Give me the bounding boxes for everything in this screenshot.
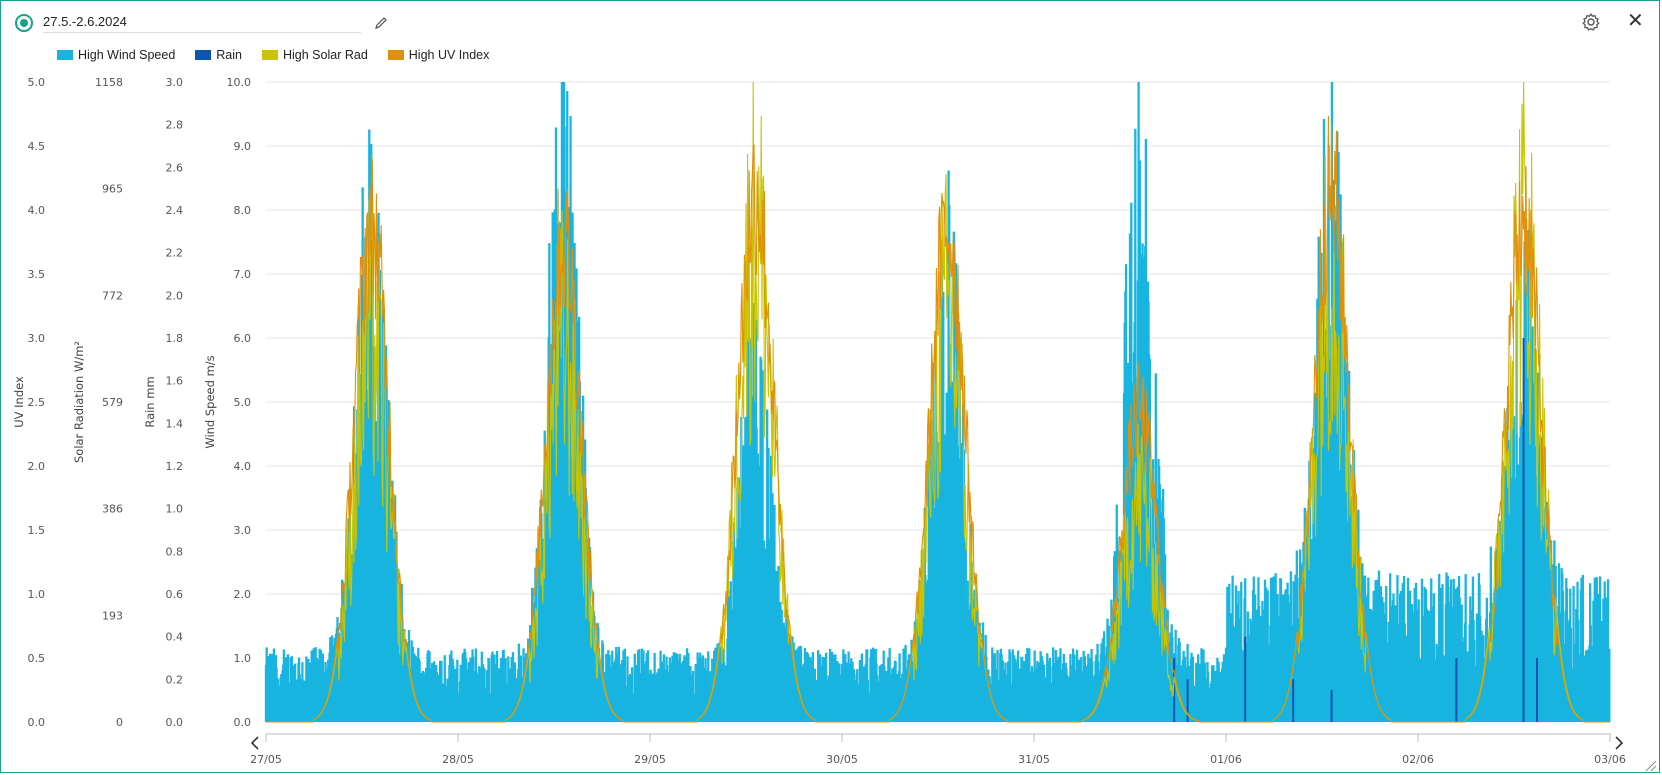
y-tick-label: 1.0	[234, 652, 252, 665]
y-axis-title: Wind Speed m/s	[203, 355, 217, 448]
y-tick-label: 3.5	[28, 268, 46, 281]
y-tick-label: 7.0	[234, 268, 252, 281]
legend-label-wind: High Wind Speed	[78, 48, 176, 62]
legend-swatch-uv	[387, 50, 404, 60]
y-tick-label: 2.2	[166, 247, 184, 260]
x-tick-label: 03/06	[1594, 753, 1626, 766]
y-tick-label: 2.8	[166, 119, 184, 132]
y-tick-label: 1.0	[28, 588, 46, 601]
legend-label-solar: High Solar Rad	[283, 48, 368, 62]
y-axes: 0.0 0.5 1.0 1.5 2.0 2.5 3.0 3.5 4.0 4.5 5.0 UV Inde…	[12, 76, 251, 729]
scroll-right-button[interactable]	[1615, 736, 1624, 750]
y-tick-label: 3.0	[234, 524, 252, 537]
y-tick-label: 6.0	[234, 332, 252, 345]
legend-swatch-solar	[262, 50, 278, 60]
legend-label-uv: High UV Index	[408, 48, 490, 62]
y-tick-label: 1.5	[28, 524, 46, 537]
legend-item-uv[interactable]: High UV Index	[387, 48, 490, 62]
y-tick-label: 2.0	[28, 460, 46, 473]
y-tick-label: 5.0	[234, 396, 252, 409]
y-tick-label: 2.6	[166, 161, 184, 174]
y-tick-label: 579	[102, 396, 123, 409]
legend-item-wind[interactable]: High Wind Speed	[57, 48, 175, 62]
y-tick-label: 386	[102, 503, 123, 516]
x-axis: 27/05 28/05 29/05 30/05 31/05 01/06 02/06 03/06	[250, 733, 1626, 766]
y-tick-label: 965	[102, 183, 123, 196]
y-tick-label: 4.0	[28, 204, 46, 217]
y-tick-label: 0.0	[166, 716, 184, 729]
header-bar: 27.5.-2.6.2024	[15, 9, 361, 37]
x-tick-label: 29/05	[634, 753, 666, 766]
y-tick-label: 2.5	[28, 396, 46, 409]
y-tick-label: 0.2	[166, 673, 184, 686]
y-axis-title: UV Index	[12, 376, 26, 428]
chart-legend: High Wind Speed Rain High Solar Rad High…	[57, 48, 509, 62]
x-tick-label: 01/06	[1210, 753, 1242, 766]
y-tick-label: 4.0	[234, 460, 252, 473]
y-tick-label: 1.8	[166, 332, 184, 345]
y-tick-label: 0.0	[28, 716, 46, 729]
uv-index-line	[266, 115, 1610, 723]
y-tick-label: 1.0	[166, 503, 184, 516]
date-range-title[interactable]: 27.5.-2.6.2024	[43, 14, 361, 33]
y-tick-label: 8.0	[234, 204, 252, 217]
x-tick-label: 31/05	[1018, 753, 1050, 766]
y-tick-label: 5.0	[28, 76, 46, 89]
x-tick-label: 30/05	[826, 753, 858, 766]
y-tick-label: 2.4	[166, 204, 184, 217]
y-tick-label: 1.2	[166, 460, 184, 473]
y-tick-label: 3.0	[28, 332, 46, 345]
legend-swatch-rain	[195, 50, 212, 60]
y-tick-label: 2.0	[166, 289, 184, 302]
x-tick-label: 02/06	[1402, 753, 1434, 766]
y-tick-label: 4.5	[28, 140, 46, 153]
y-axis-title: Solar Radiation W/m²	[72, 341, 86, 463]
y-tick-label: 0.0	[234, 716, 252, 729]
y-tick-label: 1.4	[166, 417, 184, 430]
y-tick-label: 1.6	[166, 375, 184, 388]
resize-handle-icon[interactable]	[1645, 760, 1657, 772]
rain-series	[1173, 338, 1539, 722]
x-tick-label: 27/05	[250, 753, 282, 766]
y-tick-label: 1158	[95, 76, 123, 89]
radio-selected-icon[interactable]	[15, 14, 33, 32]
pencil-icon[interactable]	[373, 15, 389, 31]
legend-item-solar[interactable]: High Solar Rad	[262, 48, 368, 62]
close-icon[interactable]: ✕	[1627, 10, 1644, 32]
legend-label-rain: Rain	[216, 48, 242, 62]
legend-item-rain[interactable]: Rain	[195, 48, 242, 62]
gear-icon[interactable]	[1581, 12, 1601, 32]
y-tick-label: 0.5	[28, 652, 46, 665]
y-tick-label: 10.0	[227, 76, 252, 89]
y-tick-label: 0	[116, 716, 123, 729]
legend-swatch-wind	[57, 50, 73, 60]
y-tick-label: 193	[102, 609, 123, 622]
y-tick-label: 0.6	[166, 588, 184, 601]
y-tick-label: 0.8	[166, 545, 184, 558]
y-tick-label: 772	[102, 289, 123, 302]
y-tick-label: 0.4	[166, 631, 184, 644]
y-tick-label: 3.0	[166, 76, 184, 89]
wind-speed-series	[264, 82, 1611, 722]
y-tick-label: 9.0	[234, 140, 252, 153]
solar-uv-series	[266, 81, 1610, 723]
scroll-left-button[interactable]	[250, 736, 259, 750]
y-tick-label: 2.0	[234, 588, 252, 601]
x-tick-label: 28/05	[442, 753, 474, 766]
y-axis-title: Rain mm	[143, 376, 157, 427]
